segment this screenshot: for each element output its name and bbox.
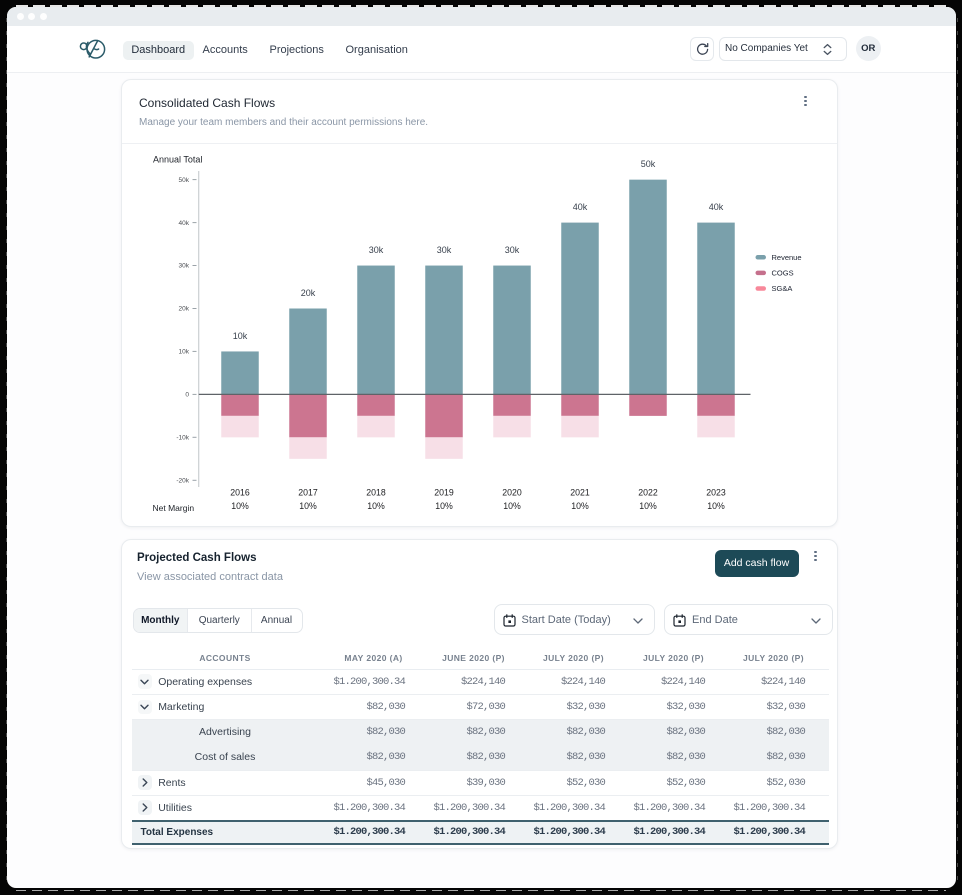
svg-text:10%: 10% [503,501,521,511]
svg-text:40k: 40k [573,202,588,212]
svg-text:40k: 40k [709,202,724,212]
svg-text:10%: 10% [299,501,317,511]
svg-text:COGS: COGS [772,269,794,278]
svg-text:2023: 2023 [706,488,726,498]
svg-text:Revenue: Revenue [772,253,802,262]
svg-text:30k: 30k [369,245,384,255]
svg-text:2021: 2021 [570,488,590,498]
svg-text:2022: 2022 [638,488,658,498]
svg-text:0: 0 [185,392,189,399]
svg-text:-10k: -10k [176,435,189,442]
svg-text:-20k: -20k [176,478,189,485]
svg-text:10%: 10% [571,501,589,511]
svg-text:20k: 20k [179,306,190,313]
svg-text:50k: 50k [179,177,190,184]
svg-text:10%: 10% [707,501,725,511]
svg-text:2018: 2018 [366,488,386,498]
svg-text:10%: 10% [367,501,385,511]
svg-text:30k: 30k [179,263,190,270]
svg-text:10%: 10% [639,501,657,511]
svg-text:10k: 10k [233,331,248,341]
svg-text:30k: 30k [437,245,452,255]
svg-text:2020: 2020 [502,488,522,498]
svg-text:Annual Total: Annual Total [153,155,202,165]
svg-text:2017: 2017 [298,488,318,498]
svg-text:40k: 40k [179,220,190,227]
svg-text:2019: 2019 [434,488,454,498]
svg-text:10%: 10% [435,501,453,511]
svg-text:20k: 20k [301,288,316,298]
svg-text:SG&A: SG&A [772,284,793,293]
svg-text:10k: 10k [179,349,190,356]
svg-text:50k: 50k [641,159,656,169]
svg-text:2016: 2016 [230,488,250,498]
svg-text:10%: 10% [231,501,249,511]
svg-text:30k: 30k [505,245,520,255]
svg-text:Net Margin: Net Margin [153,503,195,513]
